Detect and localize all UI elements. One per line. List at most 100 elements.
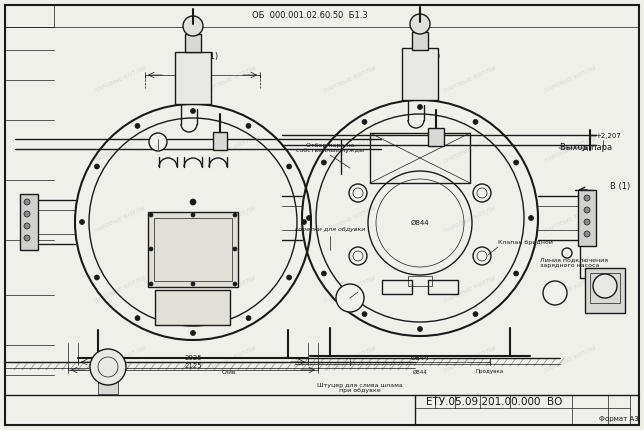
Text: ПАРОВЫЕ КОТЛЫ: ПАРОВЫЕ КОТЛЫ — [204, 276, 257, 304]
Bar — [20, 194, 38, 250]
Circle shape — [24, 199, 30, 205]
Text: ПАРОВЫЕ КОТЛЫ: ПАРОВЫЕ КОТЛЫ — [323, 206, 377, 234]
Text: ПАРОВЫЕ КОТЛЫ: ПАРОВЫЕ КОТЛЫ — [204, 206, 257, 234]
Circle shape — [321, 271, 327, 276]
Text: ПАРОВЫЕ КОТЛЫ: ПАРОВЫЕ КОТЛЫ — [93, 276, 147, 304]
Text: Отбор пара на
собственные нужды: Отбор пара на собственные нужды — [296, 143, 364, 154]
Bar — [408, 276, 432, 286]
Circle shape — [417, 104, 422, 110]
Bar — [590, 273, 620, 303]
Text: В (1): В (1) — [610, 182, 630, 191]
Circle shape — [584, 207, 590, 213]
Circle shape — [246, 316, 251, 321]
Bar — [428, 128, 444, 146]
Text: ПАРОВЫЕ КОТЛЫ: ПАРОВЫЕ КОТЛЫ — [443, 136, 497, 164]
Circle shape — [410, 14, 430, 34]
Text: ПАРОВЫЕ КОТЛЫ: ПАРОВЫЕ КОТЛЫ — [204, 66, 257, 94]
Circle shape — [24, 235, 30, 241]
Text: ПАРОВЫЕ КОТЛЫ: ПАРОВЫЕ КОТЛЫ — [544, 66, 597, 94]
Bar — [382, 280, 412, 294]
Bar — [185, 34, 201, 52]
Circle shape — [190, 199, 196, 205]
Circle shape — [336, 284, 364, 312]
Text: ПАРОВЫЕ КОТЛЫ: ПАРОВЫЕ КОТЛЫ — [93, 136, 147, 164]
Text: ПАРОВЫЕ КОТЛЫ: ПАРОВЫЕ КОТЛЫ — [204, 346, 257, 374]
Text: Ø844: Ø844 — [411, 355, 430, 361]
Circle shape — [584, 231, 590, 237]
Bar — [428, 280, 458, 294]
Bar — [155, 290, 230, 325]
Text: +2,207: +2,207 — [595, 133, 621, 139]
Circle shape — [362, 120, 367, 124]
Text: Формат А3: Формат А3 — [599, 416, 639, 422]
Circle shape — [24, 211, 30, 217]
Text: ПАРОВЫЕ КОТЛЫ: ПАРОВЫЕ КОТЛЫ — [323, 136, 377, 164]
Text: Ø844: Ø844 — [411, 220, 430, 226]
Text: ПАРОВЫЕ КОТЛЫ: ПАРОВЫЕ КОТЛЫ — [544, 276, 597, 304]
Circle shape — [307, 215, 312, 221]
Bar — [370, 133, 470, 183]
Circle shape — [584, 195, 590, 201]
Text: ПАРОВЫЕ КОТЛЫ: ПАРОВЫЕ КОТЛЫ — [544, 206, 597, 234]
Circle shape — [287, 164, 292, 169]
Text: Штуцер для слива шлама
при обдувке: Штуцер для слива шлама при обдувке — [317, 383, 403, 393]
Text: Ø844: Ø844 — [413, 369, 428, 375]
Circle shape — [149, 282, 153, 286]
Bar — [585, 268, 625, 313]
Bar — [402, 48, 438, 100]
Text: Б (1): Б (1) — [420, 52, 440, 61]
Text: горелки для обдувки: горелки для обдувки — [295, 227, 365, 233]
Circle shape — [529, 215, 533, 221]
Bar — [213, 132, 227, 150]
Circle shape — [95, 275, 99, 280]
Circle shape — [191, 108, 196, 114]
Circle shape — [191, 213, 195, 217]
Text: ПАРОВЫЕ КОТЛЫ: ПАРОВЫЕ КОТЛЫ — [93, 346, 147, 374]
Text: ПАРОВЫЕ КОТЛЫ: ПАРОВЫЕ КОТЛЫ — [544, 346, 597, 374]
Circle shape — [233, 247, 237, 251]
Circle shape — [593, 274, 617, 298]
Circle shape — [79, 219, 84, 224]
Circle shape — [149, 133, 167, 151]
Circle shape — [95, 164, 99, 169]
Text: ЕТУ.05.09.201.00.000  ВО: ЕТУ.05.09.201.00.000 ВО — [426, 397, 562, 407]
Text: А (1): А (1) — [198, 52, 218, 61]
Text: ПАРОВЫЕ КОТЛЫ: ПАРОВЫЕ КОТЛЫ — [544, 136, 597, 164]
Circle shape — [514, 160, 518, 165]
Circle shape — [584, 219, 590, 225]
Text: ПАРОВЫЕ КОТЛЫ: ПАРОВЫЕ КОТЛЫ — [323, 346, 377, 374]
Bar — [412, 32, 428, 50]
Text: Выход пара: Выход пара — [560, 144, 612, 153]
Text: 160: 160 — [195, 68, 209, 74]
Bar — [578, 190, 596, 246]
Text: ПАРОВЫЕ КОТЛЫ: ПАРОВЫЕ КОТЛЫ — [204, 136, 257, 164]
Text: Линия подключения
зарядного насоса: Линия подключения зарядного насоса — [540, 258, 608, 268]
Text: ПАРОВЫЕ КОТЛЫ: ПАРОВЫЕ КОТЛЫ — [93, 206, 147, 234]
Circle shape — [24, 223, 30, 229]
Circle shape — [135, 123, 140, 129]
Circle shape — [149, 247, 153, 251]
Text: ПАРОВЫЕ КОТЛЫ: ПАРОВЫЕ КОТЛЫ — [323, 66, 377, 94]
Bar — [5, 5, 639, 27]
Text: Клапан бридной: Клапан бридной — [498, 240, 553, 245]
Text: 2025: 2025 — [184, 355, 202, 361]
Text: ПАРОВЫЕ КОТЛЫ: ПАРОВЫЕ КОТЛЫ — [443, 346, 497, 374]
Text: ПАРОВЫЕ КОТЛЫ: ПАРОВЫЕ КОТЛЫ — [93, 66, 147, 94]
Text: Слив.: Слив. — [222, 369, 238, 375]
Bar — [98, 372, 118, 394]
Circle shape — [149, 213, 153, 217]
Circle shape — [191, 331, 196, 335]
Circle shape — [246, 123, 251, 129]
Circle shape — [301, 219, 307, 224]
Circle shape — [90, 349, 126, 385]
Circle shape — [233, 213, 237, 217]
Circle shape — [543, 281, 567, 305]
Circle shape — [287, 275, 292, 280]
Text: 2125: 2125 — [184, 363, 202, 369]
Bar — [148, 212, 238, 287]
Circle shape — [362, 312, 367, 316]
Circle shape — [233, 282, 237, 286]
Circle shape — [473, 312, 478, 316]
Text: ОБ  000.001.02.60.50  Б1.3: ОБ 000.001.02.60.50 Б1.3 — [252, 12, 368, 21]
Text: ПАРОВЫЕ КОТЛЫ: ПАРОВЫЕ КОТЛЫ — [443, 206, 497, 234]
